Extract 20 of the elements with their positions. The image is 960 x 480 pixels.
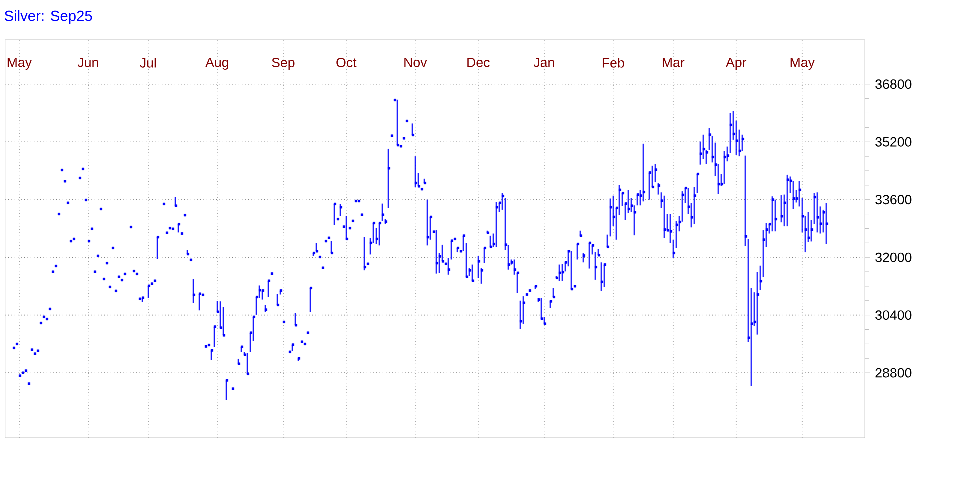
x-tick-label: Apr <box>726 58 747 70</box>
x-tick-label: Feb <box>602 58 624 68</box>
y-tick-label: 33600 <box>876 195 912 205</box>
x-tick-label: Jan <box>534 58 554 68</box>
x-tick-label: Dec <box>468 58 490 68</box>
x-tick-label: Nov <box>404 58 428 68</box>
x-tick-label: Jul <box>140 58 156 68</box>
y-tick-label: 36800 <box>876 80 912 90</box>
x-tick-label: Jun <box>78 58 98 68</box>
x-tick-label: Mar <box>662 58 685 68</box>
y-tick-label: 32000 <box>876 252 912 262</box>
y-tick-label: 35200 <box>876 137 912 147</box>
x-tick-label: Sep <box>272 58 295 70</box>
x-tick-label: Aug <box>206 58 228 70</box>
x-tick-label: May <box>8 58 32 70</box>
x-tick-label: Oct <box>336 58 357 68</box>
x-tick-label: May <box>790 58 815 70</box>
y-tick-label: 30400 <box>876 310 912 320</box>
y-tick-label: 28800 <box>876 368 912 378</box>
chart-title: Silver: Sep25 <box>4 10 92 24</box>
